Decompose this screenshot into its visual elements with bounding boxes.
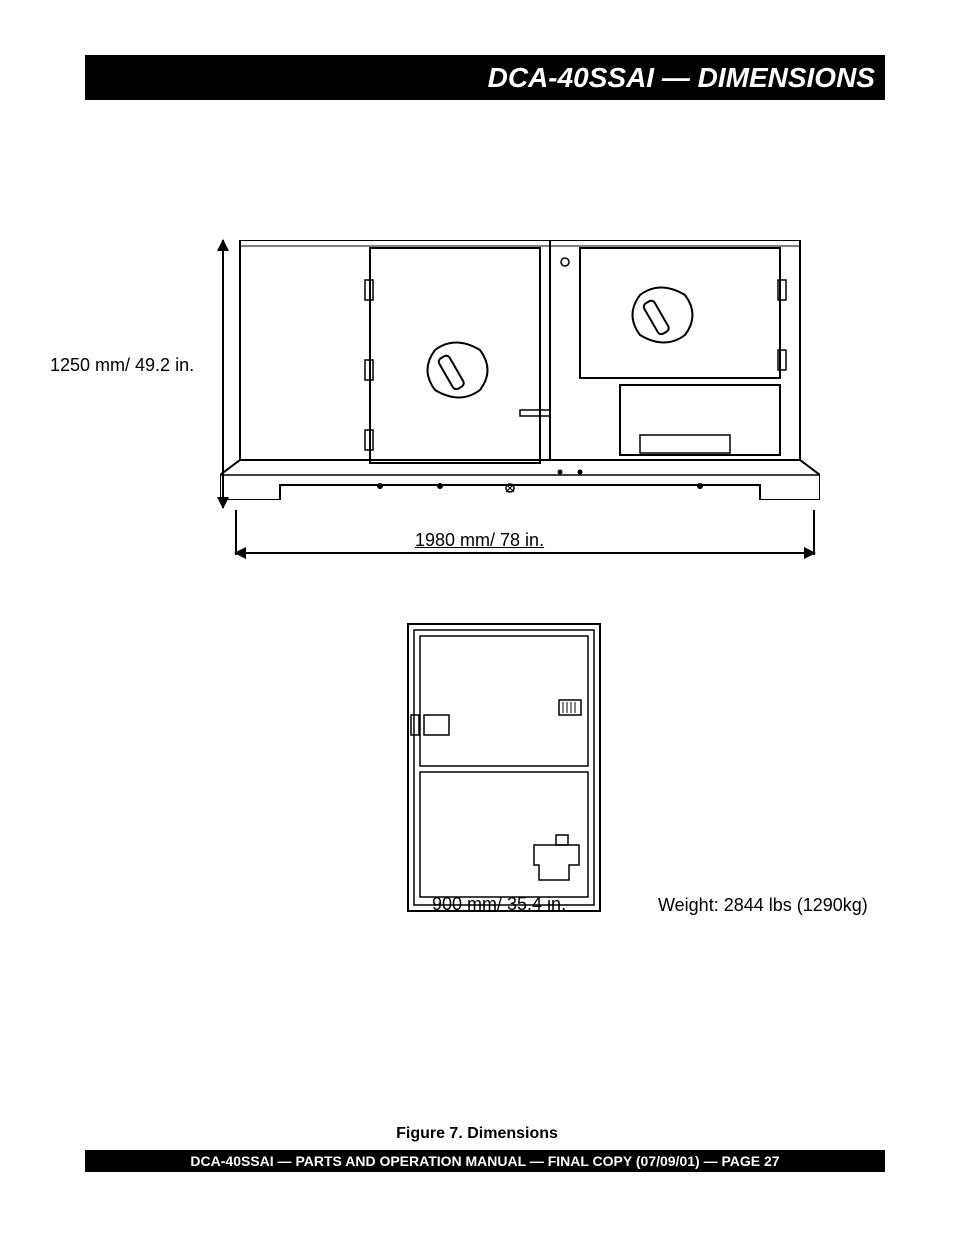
page-footer: DCA-40SSAI — PARTS AND OPERATION MANUAL … [85,1150,885,1172]
page-header: DCA-40SSAI — DIMENSIONS [85,55,885,100]
width-dimension-label: 1980 mm/ 78 in. [415,530,544,551]
width-tick-right [813,510,815,555]
side-elevation-drawing [220,240,820,500]
depth-dimension-label: 900 mm/ 35.4 in. [432,894,566,915]
header-title: DCA-40SSAI — DIMENSIONS [488,62,875,94]
figure-caption: Figure 7. Dimensions [0,1125,954,1143]
door-latch-left [428,343,488,398]
footer-text: DCA-40SSAI — PARTS AND OPERATION MANUAL … [190,1153,779,1169]
door-latch-right [633,288,693,343]
width-tick-left [235,510,237,555]
end-elevation-drawing [404,620,604,915]
width-dimension-line [235,552,815,554]
height-dimension-line [222,240,224,508]
height-dimension-label: 1250 mm/ 49.2 in. [50,355,194,376]
weight-label: Weight: 2844 lbs (1290kg) [658,895,868,916]
